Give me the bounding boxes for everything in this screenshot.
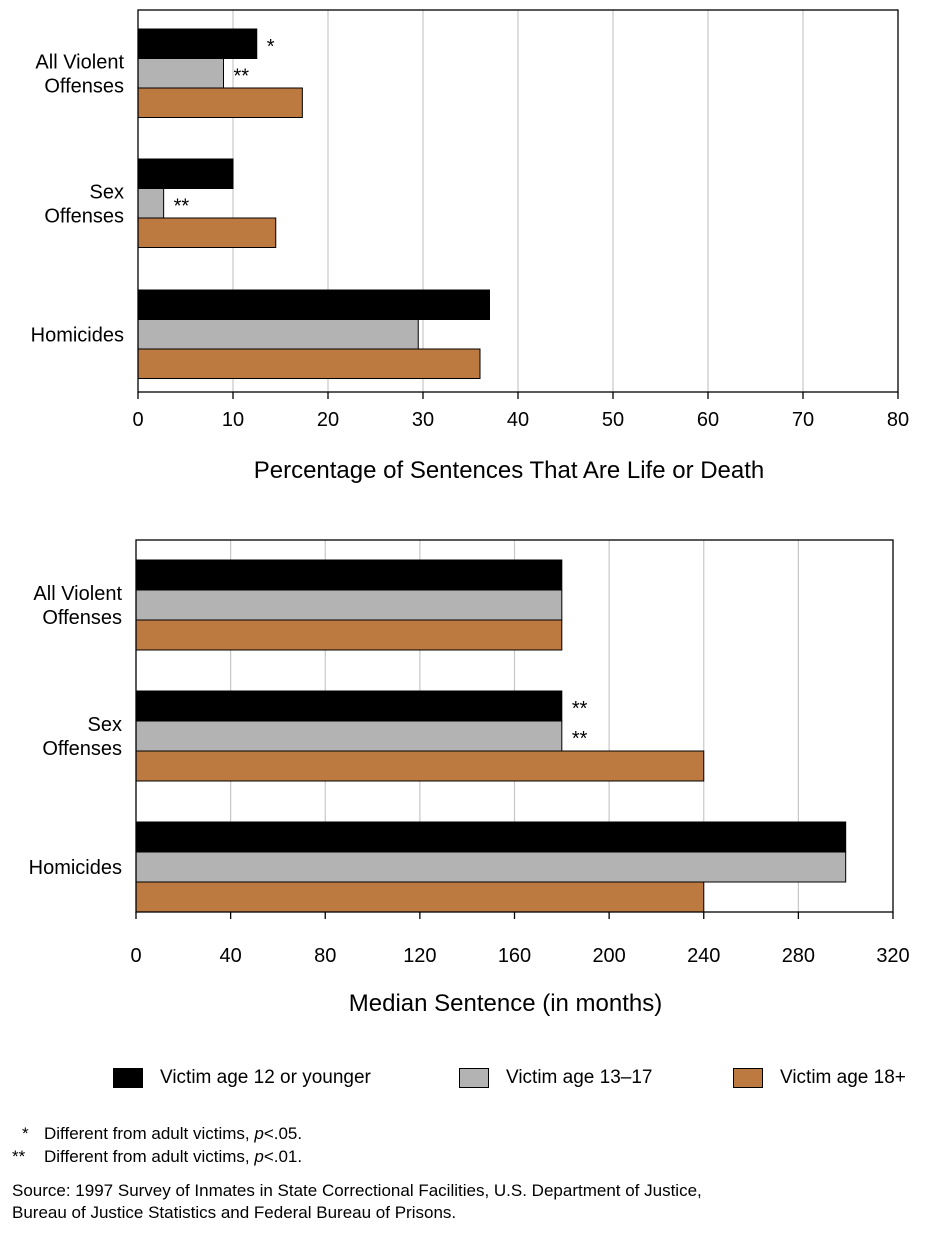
- legend-swatch-age-18-plus: [733, 1068, 763, 1088]
- footnote-p-italic-1: p: [254, 1124, 264, 1143]
- source-line-2: Bureau of Justice Statistics and Federal…: [12, 1203, 457, 1222]
- chart1-bar-sex-offenses-age-18-plus: [137, 217, 277, 248]
- footnote-p-italic-2: p: [254, 1147, 264, 1166]
- chart1-tick-label-40: 40: [507, 409, 529, 431]
- chart1-category-label-all-violent-offenses-line2: Offenses: [44, 75, 124, 97]
- footnote-text-p05: Different from adult victims,: [44, 1124, 255, 1143]
- chart1-tick-label-0: 0: [132, 409, 143, 431]
- legend-item-age-18-plus: Victim age 18+: [733, 1060, 906, 1096]
- chart2-category-label-all-violent-offenses-line1: All Violent: [33, 583, 122, 605]
- chart1-bar-all-violent-offenses-age-18-plus: [137, 87, 303, 118]
- chart1-tick-label-60: 60: [697, 409, 719, 431]
- chart1-bar-homicides-age-13-17: [137, 319, 419, 350]
- footnote-mark-single: *: [22, 1124, 29, 1143]
- chart1-tick-label-10: 10: [222, 409, 244, 431]
- chart2-annotation-sex-offenses-age-13-17: **: [572, 728, 588, 750]
- chart2-tick-label-200: 200: [592, 945, 625, 967]
- chart1-bar-sex-offenses-age-13-17: [137, 188, 165, 219]
- chart2-tick-label-40: 40: [220, 945, 242, 967]
- chart2-tick-label-80: 80: [314, 945, 336, 967]
- chart2-category-label-homicides: Homicides: [29, 857, 122, 879]
- chart2-category-label-sex-offenses-line2: Offenses: [42, 738, 122, 760]
- chart1-bar-sex-offenses-age-12-or-younger: [137, 158, 234, 189]
- source-note: Source: 1997 Survey of Inmates in State …: [12, 1180, 922, 1224]
- chart2-tick-label-0: 0: [130, 945, 141, 967]
- chart2-bar-sex-offenses-age-13-17: [135, 720, 563, 752]
- chart1-x-axis-title: Percentage of Sentences That Are Life or…: [254, 457, 765, 484]
- chart1-category-label-all-violent-offenses-line1: All Violent: [35, 51, 124, 73]
- chart1-annotation-all-violent-offenses-age-12-or-younger: *: [267, 36, 275, 58]
- legend-item-age-12-or-younger: Victim age 12 or younger: [113, 1060, 371, 1096]
- chart1-bar-all-violent-offenses-age-13-17: [137, 58, 224, 89]
- chart2-category-label-sex-offenses-line1: Sex: [88, 714, 122, 736]
- footnote-rest-p05: <.05.: [263, 1124, 303, 1143]
- legend-item-age-13-17: Victim age 13–17: [459, 1060, 652, 1096]
- chart2-bar-homicides-age-18-plus: [135, 881, 705, 913]
- legend: Victim age 12 or younger Victim age 13–1…: [0, 1060, 930, 1096]
- chart2-bar-all-violent-offenses-age-13-17: [135, 589, 563, 621]
- source-line-1: Source: 1997 Survey of Inmates in State …: [12, 1181, 702, 1200]
- legend-label-age-18-plus: Victim age 18+: [780, 1067, 906, 1088]
- chart2-x-axis-title: Median Sentence (in months): [349, 990, 663, 1017]
- chart2-tick-label-320: 320: [876, 945, 909, 967]
- chart1-bar-homicides-age-18-plus: [137, 348, 481, 379]
- chart1-tick-label-80: 80: [887, 409, 909, 431]
- chart2-bar-sex-offenses-age-12-or-younger: [135, 690, 563, 722]
- chart2-bar-homicides-age-12-or-younger: [135, 821, 847, 853]
- chart1-category-label-sex-offenses-line2: Offenses: [44, 205, 124, 227]
- legend-swatch-age-13-17: [459, 1068, 489, 1088]
- chart1-category-label-homicides: Homicides: [31, 324, 124, 346]
- chart2-bar-all-violent-offenses-age-12-or-younger: [135, 559, 563, 591]
- footnote-rest-p01: <.01.: [263, 1147, 303, 1166]
- footnote-p05: * Different from adult victims, p<.05.: [12, 1123, 302, 1145]
- footnote-mark-double: **: [12, 1147, 26, 1166]
- chart1-category-label-sex-offenses-line1: Sex: [90, 181, 124, 203]
- chart2-category-label-all-violent-offenses-line2: Offenses: [42, 607, 122, 629]
- legend-label-age-13-17: Victim age 13–17: [506, 1067, 653, 1088]
- footnote-text-p01: Different from adult victims,: [44, 1147, 255, 1166]
- chart2-tick-label-160: 160: [498, 945, 531, 967]
- chart2-annotation-sex-offenses-age-12-or-younger: **: [572, 698, 588, 720]
- chart1-annotation-sex-offenses-age-13-17: **: [174, 195, 190, 217]
- chart1-tick-label-20: 20: [317, 409, 339, 431]
- legend-swatch-age-12-or-younger: [113, 1068, 143, 1088]
- chart2-tick-label-120: 120: [403, 945, 436, 967]
- chart2-tick-label-240: 240: [687, 945, 720, 967]
- chart1-tick-label-70: 70: [792, 409, 814, 431]
- chart2-tick-label-280: 280: [782, 945, 815, 967]
- footnote-p01: ** Different from adult victims, p<.01.: [12, 1146, 302, 1168]
- chart1-bar-homicides-age-12-or-younger: [137, 289, 490, 320]
- chart2-bar-all-violent-offenses-age-18-plus: [135, 619, 563, 651]
- legend-label-age-12-or-younger: Victim age 12 or younger: [160, 1067, 371, 1088]
- chart1-annotation-all-violent-offenses-age-13-17: **: [234, 65, 250, 87]
- chart1-tick-label-30: 30: [412, 409, 434, 431]
- chart2-bar-homicides-age-13-17: [135, 851, 847, 883]
- chart2-bar-sex-offenses-age-18-plus: [135, 750, 705, 782]
- chart1-tick-label-50: 50: [602, 409, 624, 431]
- chart1-bar-all-violent-offenses-age-12-or-younger: [137, 28, 258, 59]
